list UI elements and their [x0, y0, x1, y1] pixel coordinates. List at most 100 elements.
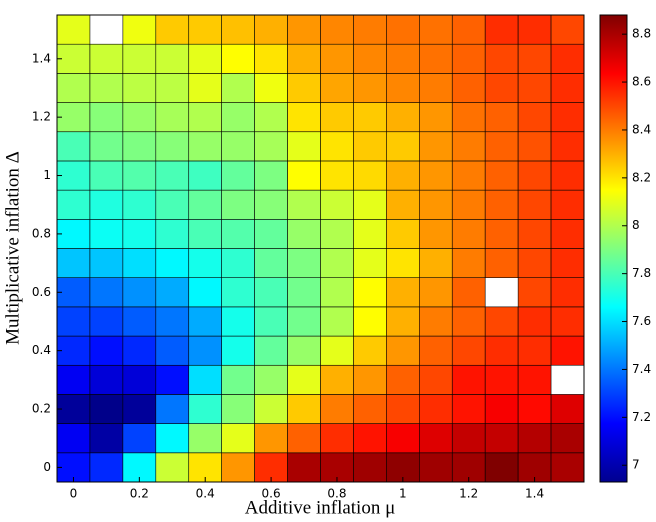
cell — [188, 277, 222, 308]
x-tick-label: 0.4 — [196, 487, 215, 501]
cell — [419, 160, 453, 191]
cell — [254, 14, 288, 45]
cell — [122, 14, 157, 45]
cell — [419, 73, 453, 103]
cell — [188, 189, 222, 220]
cell — [353, 248, 387, 278]
cell — [122, 131, 157, 162]
cell — [254, 73, 288, 103]
cell — [287, 277, 321, 308]
cell — [254, 189, 288, 220]
cell — [89, 43, 124, 74]
cells — [56, 14, 585, 483]
cell — [550, 277, 585, 308]
cell — [155, 248, 190, 278]
cell — [451, 14, 486, 45]
cell — [386, 306, 420, 337]
cell — [451, 189, 486, 220]
cell — [484, 14, 519, 45]
cell — [188, 102, 222, 133]
cell — [155, 394, 190, 424]
cell — [155, 131, 190, 162]
x-tick-label: 1.2 — [459, 487, 478, 501]
cell — [419, 277, 453, 308]
x-tick-label: 0 — [70, 487, 78, 501]
cell — [155, 160, 190, 191]
cell — [56, 160, 91, 191]
cell — [155, 43, 190, 74]
cell — [320, 335, 354, 366]
cell — [419, 189, 453, 220]
cell — [386, 73, 420, 103]
cell — [221, 43, 255, 74]
cell — [155, 73, 190, 103]
cell — [320, 248, 354, 278]
cell — [254, 394, 288, 424]
cell — [386, 394, 420, 424]
x-tick-label: 1 — [399, 487, 407, 501]
cell — [484, 364, 519, 395]
colorbar — [599, 14, 628, 483]
cell — [122, 73, 157, 103]
cell — [56, 219, 91, 249]
cell — [386, 364, 420, 395]
y-tick-label: 0.4 — [32, 343, 51, 357]
colorbar-tick-label: 8.6 — [632, 75, 651, 89]
colorbar-tick-label: 7.2 — [632, 410, 651, 424]
cell — [89, 394, 124, 424]
cell — [550, 248, 585, 278]
cell — [89, 277, 124, 308]
cell — [89, 248, 124, 278]
cell — [451, 43, 486, 74]
cell — [122, 219, 157, 249]
cell — [484, 73, 519, 103]
cell — [89, 306, 124, 337]
cell — [188, 306, 222, 337]
cell — [353, 306, 387, 337]
cell — [188, 394, 222, 424]
cell — [484, 248, 519, 278]
cell — [155, 306, 190, 337]
cell — [451, 131, 486, 162]
cell — [484, 306, 519, 337]
cell — [517, 73, 552, 103]
cell — [386, 335, 420, 366]
cell — [122, 364, 157, 395]
cell — [484, 394, 519, 424]
cell — [451, 277, 486, 308]
cell — [353, 73, 387, 103]
cell — [517, 219, 552, 249]
cell — [89, 160, 124, 191]
cell — [517, 14, 552, 45]
cell — [419, 102, 453, 133]
cell — [221, 306, 255, 337]
cell — [287, 131, 321, 162]
cell — [550, 335, 585, 366]
cell — [188, 14, 222, 45]
cell — [320, 219, 354, 249]
cell — [287, 189, 321, 220]
cell — [517, 277, 552, 308]
cell — [320, 43, 354, 74]
cell — [155, 189, 190, 220]
cell — [221, 364, 255, 395]
cell — [419, 43, 453, 74]
cell — [89, 452, 124, 483]
cell — [254, 364, 288, 395]
cell — [353, 102, 387, 133]
cell — [353, 423, 387, 454]
cell — [451, 160, 486, 191]
cell — [484, 335, 519, 366]
cell — [451, 335, 486, 366]
cell — [451, 219, 486, 249]
cell — [451, 248, 486, 278]
cell — [221, 160, 255, 191]
cell — [517, 160, 552, 191]
cell — [287, 43, 321, 74]
y-tick-label: 0.2 — [32, 402, 51, 416]
cell — [386, 248, 420, 278]
cell — [188, 43, 222, 74]
cell — [353, 131, 387, 162]
cell — [221, 394, 255, 424]
